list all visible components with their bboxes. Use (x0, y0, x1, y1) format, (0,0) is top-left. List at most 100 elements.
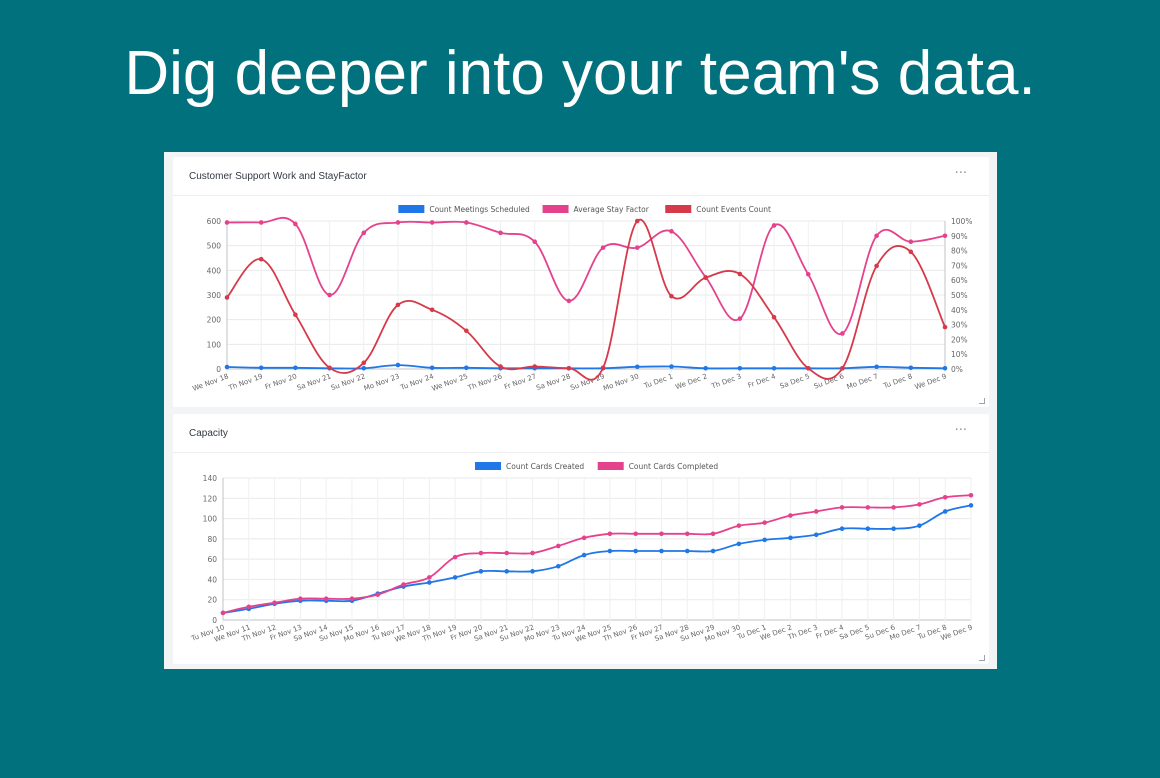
data-point[interactable] (361, 360, 367, 366)
data-point[interactable] (607, 531, 613, 537)
data-point[interactable] (224, 295, 230, 300)
data-point[interactable] (504, 569, 510, 574)
data-point[interactable] (498, 230, 503, 236)
data-point[interactable] (703, 365, 708, 371)
data-point[interactable] (427, 575, 432, 580)
data-point[interactable] (272, 600, 277, 606)
data-point[interactable] (840, 331, 845, 336)
data-point[interactable] (556, 543, 561, 549)
data-point[interactable] (220, 610, 226, 616)
data-point[interactable] (323, 596, 329, 601)
data-point[interactable] (874, 364, 879, 370)
data-point[interactable] (840, 365, 845, 371)
data-point[interactable] (607, 548, 613, 554)
data-point[interactable] (813, 509, 819, 514)
data-point[interactable] (349, 596, 355, 601)
data-point[interactable] (684, 531, 690, 537)
data-point[interactable] (659, 531, 664, 537)
data-point[interactable] (532, 239, 538, 245)
data-point[interactable] (805, 365, 811, 371)
data-point[interactable] (395, 220, 401, 225)
data-point[interactable] (634, 364, 640, 370)
data-point[interactable] (762, 520, 767, 525)
data-point[interactable] (942, 324, 948, 330)
data-point[interactable] (293, 221, 298, 227)
data-point[interactable] (865, 505, 871, 510)
data-point[interactable] (968, 503, 974, 508)
data-point[interactable] (710, 548, 716, 554)
legend-item-2[interactable]: Count Events Count (665, 205, 771, 214)
data-point[interactable] (600, 245, 606, 250)
data-point[interactable] (566, 365, 572, 371)
data-point[interactable] (504, 550, 510, 556)
data-point[interactable] (874, 233, 879, 239)
data-point[interactable] (258, 256, 264, 262)
data-point[interactable] (464, 220, 469, 225)
data-point[interactable] (224, 364, 230, 370)
data-point[interactable] (891, 505, 896, 510)
data-point[interactable] (258, 365, 264, 371)
data-point[interactable] (224, 220, 230, 225)
data-point[interactable] (530, 550, 535, 556)
data-point[interactable] (710, 531, 716, 537)
data-point[interactable] (452, 575, 458, 580)
data-point[interactable] (600, 365, 606, 371)
data-point[interactable] (429, 307, 435, 313)
data-point[interactable] (327, 292, 332, 298)
support-panel-resize-handle[interactable] (979, 398, 985, 404)
data-point[interactable] (246, 604, 252, 610)
data-point[interactable] (258, 220, 264, 225)
data-point[interactable] (839, 505, 845, 510)
data-point[interactable] (917, 502, 922, 507)
data-point[interactable] (908, 239, 914, 245)
data-point[interactable] (771, 223, 777, 228)
data-point[interactable] (917, 523, 922, 528)
data-point[interactable] (464, 365, 469, 371)
data-point[interactable] (942, 494, 948, 500)
data-point[interactable] (429, 220, 435, 225)
data-point[interactable] (293, 312, 298, 318)
data-point[interactable] (401, 582, 406, 587)
data-point[interactable] (669, 229, 674, 234)
data-point[interactable] (737, 316, 743, 321)
data-point[interactable] (788, 535, 793, 541)
data-point[interactable] (942, 233, 948, 239)
data-point[interactable] (464, 328, 469, 334)
data-point[interactable] (498, 364, 503, 369)
data-point[interactable] (736, 541, 742, 547)
support-panel-menu-button[interactable]: ··· (954, 166, 967, 181)
data-point[interactable] (293, 365, 298, 371)
data-point[interactable] (891, 526, 896, 532)
data-point[interactable] (813, 532, 819, 538)
data-point[interactable] (865, 526, 871, 532)
data-point[interactable] (942, 509, 948, 514)
data-point[interactable] (839, 526, 845, 532)
data-point[interactable] (452, 554, 458, 560)
data-point[interactable] (634, 218, 640, 224)
legend-item-0[interactable]: Count Meetings Scheduled (398, 205, 530, 214)
data-point[interactable] (361, 365, 367, 371)
legend-item-1[interactable]: Count Cards Completed (597, 462, 719, 471)
data-point[interactable] (771, 365, 777, 371)
data-point[interactable] (634, 245, 640, 250)
data-point[interactable] (478, 550, 484, 556)
data-point[interactable] (633, 548, 638, 554)
data-point[interactable] (478, 569, 484, 574)
data-point[interactable] (788, 513, 793, 518)
data-point[interactable] (395, 302, 401, 308)
data-point[interactable] (737, 271, 743, 277)
data-point[interactable] (669, 293, 674, 299)
data-point[interactable] (669, 364, 674, 369)
data-point[interactable] (762, 537, 767, 543)
data-point[interactable] (703, 275, 708, 281)
data-point[interactable] (530, 569, 535, 574)
legend-item-1[interactable]: Average Stay Factor (542, 205, 650, 214)
data-point[interactable] (737, 365, 743, 371)
data-point[interactable] (942, 365, 948, 371)
data-point[interactable] (771, 314, 777, 320)
data-point[interactable] (375, 592, 381, 597)
data-point[interactable] (298, 596, 303, 601)
data-point[interactable] (659, 548, 664, 554)
data-point[interactable] (566, 298, 572, 304)
capacity-panel-resize-handle[interactable] (979, 655, 985, 661)
